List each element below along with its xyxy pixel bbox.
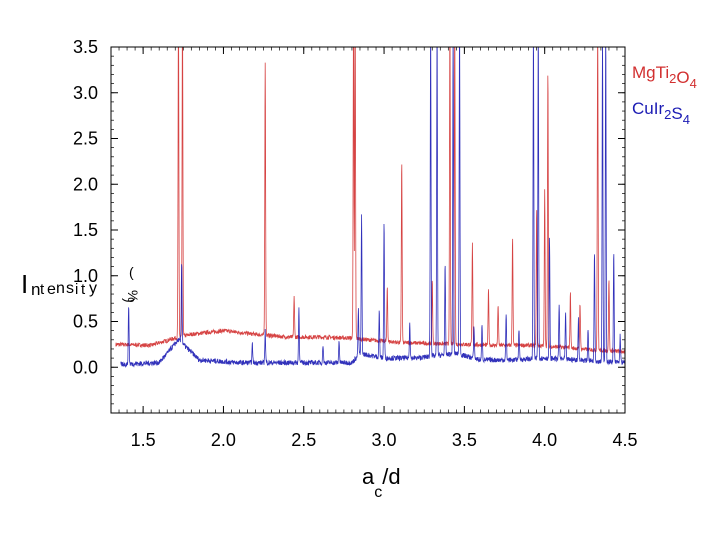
y-axis-label-glyph: n [56,280,65,297]
y-tick-label: 3.5 [73,37,98,57]
y-axis-label-glyph: ( [129,264,134,280]
x-tick-label: 3.5 [452,430,477,450]
x-tick-label: 4.5 [612,430,637,450]
y-axis-label-glyph: i [75,281,78,298]
y-tick-label: 0.5 [73,312,98,332]
series-mgti2o4-line [115,47,625,355]
legend-entry-cuir2s4: CuIr2S4 [632,99,690,127]
y-axis-label-glyph: n [31,280,40,299]
x-tick-label: 1.5 [131,430,156,450]
x-tick-label: 2.0 [211,430,236,450]
y-tick-label: 2.5 [73,129,98,149]
legend: MgTi2O4 CuIr2S4 [632,63,697,127]
x-tick-label: 2.5 [291,430,316,450]
x-tick-label: 4.0 [532,430,557,450]
y-axis-label-glyph: % [125,290,141,302]
y-axis-label-glyph: I [21,269,28,299]
series-cuir2s4-line [120,47,625,369]
axis-labels: ac/dI n t e n s i t y(%) [21,264,401,501]
plot-area [115,47,625,369]
x-axis-label: ac/d [362,464,401,501]
y-axis-label-glyph: s [66,280,74,297]
y-axis-label-glyph: y [89,280,97,297]
x-tick-label: 3.0 [372,430,397,450]
y-axis-label-glyph: t [40,281,45,298]
axes: 0.0 0.5 1.0 1.5 2.0 2.5 3.0 3.5 1.5 2.0 2.5 3.0 3.5 4… [73,37,638,450]
y-tick-label: 0.0 [73,357,98,377]
y-tick-label: 2.0 [73,174,98,194]
y-tick-label: 1.5 [73,220,98,240]
legend-entry-mgti2o4: MgTi2O4 [632,63,697,91]
y-tick-label: 1.0 [73,266,98,286]
y-axis-label-glyph: t [81,281,86,298]
y-tick-label: 3.0 [73,83,98,103]
y-axis-label-glyph: e [47,281,56,298]
y-axis-label-glyph: ) [122,298,138,303]
